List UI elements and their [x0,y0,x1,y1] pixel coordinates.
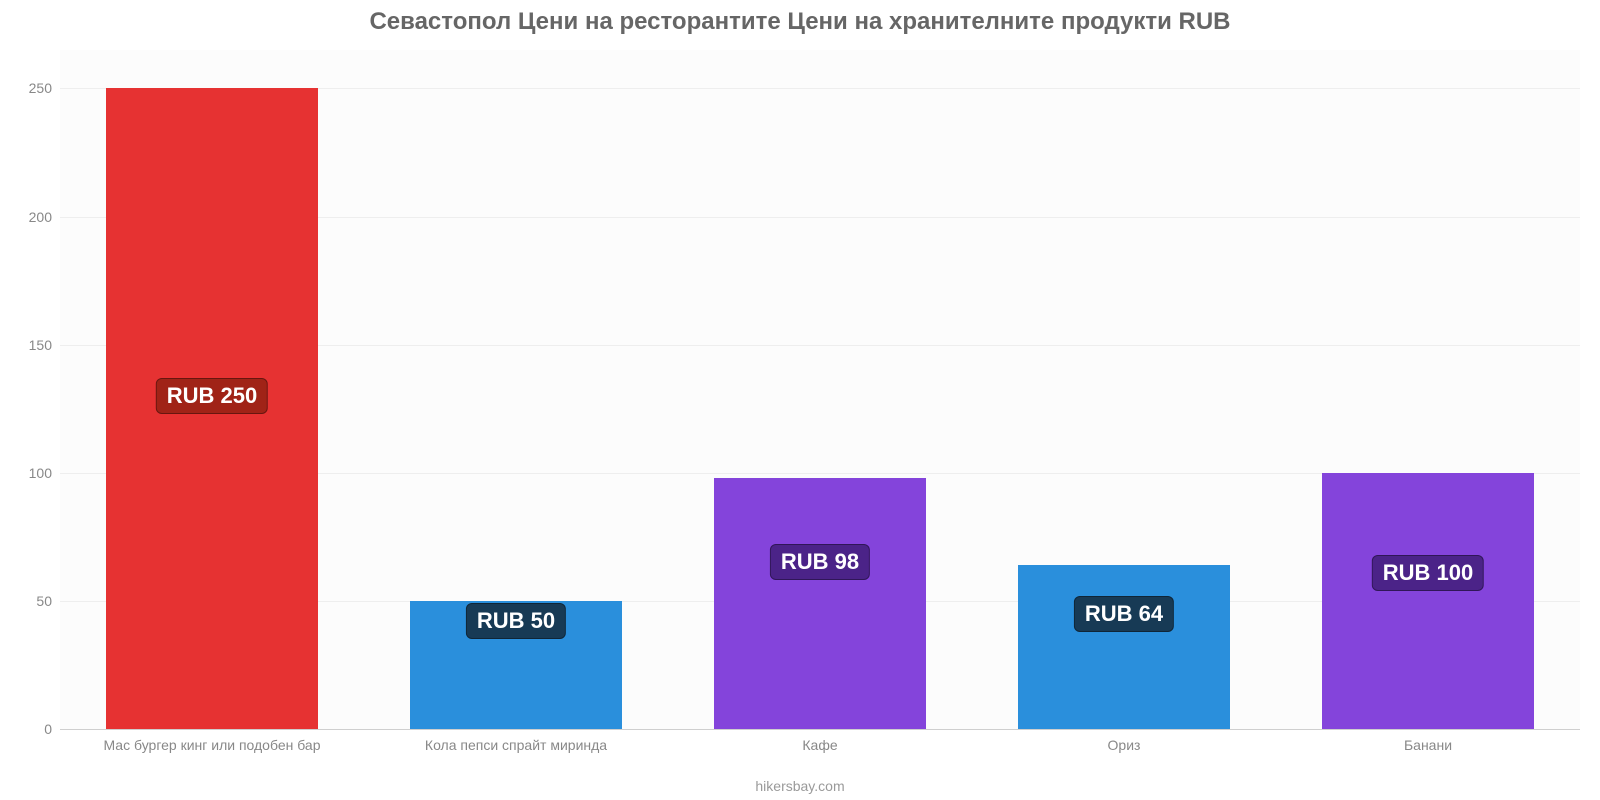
x-tick-label: Кафе [802,729,837,753]
value-badge: RUB 100 [1372,555,1484,591]
price-chart: Севастопол Цени на ресторантите Цени на … [0,0,1600,800]
bar [1018,565,1231,729]
value-badge: RUB 50 [466,603,566,639]
x-tick-label: Банани [1404,729,1452,753]
x-tick-label: Мас бургер кинг или подобен бар [103,729,320,753]
y-tick-label: 50 [36,593,60,609]
y-tick-label: 100 [29,465,60,481]
y-tick-label: 250 [29,80,60,96]
chart-credit: hikersbay.com [0,778,1600,794]
y-tick-label: 150 [29,337,60,353]
value-badge: RUB 64 [1074,596,1174,632]
value-badge: RUB 98 [770,544,870,580]
bar [1322,473,1535,729]
chart-title: Севастопол Цени на ресторантите Цени на … [0,8,1600,36]
y-tick-label: 200 [29,209,60,225]
value-badge: RUB 250 [156,378,268,414]
y-tick-label: 0 [44,721,60,737]
x-tick-label: Ориз [1108,729,1141,753]
plot-area: 050100150200250Мас бургер кинг или подоб… [60,50,1580,730]
bar [714,478,927,729]
x-tick-label: Кола пепси спрайт миринда [425,729,607,753]
